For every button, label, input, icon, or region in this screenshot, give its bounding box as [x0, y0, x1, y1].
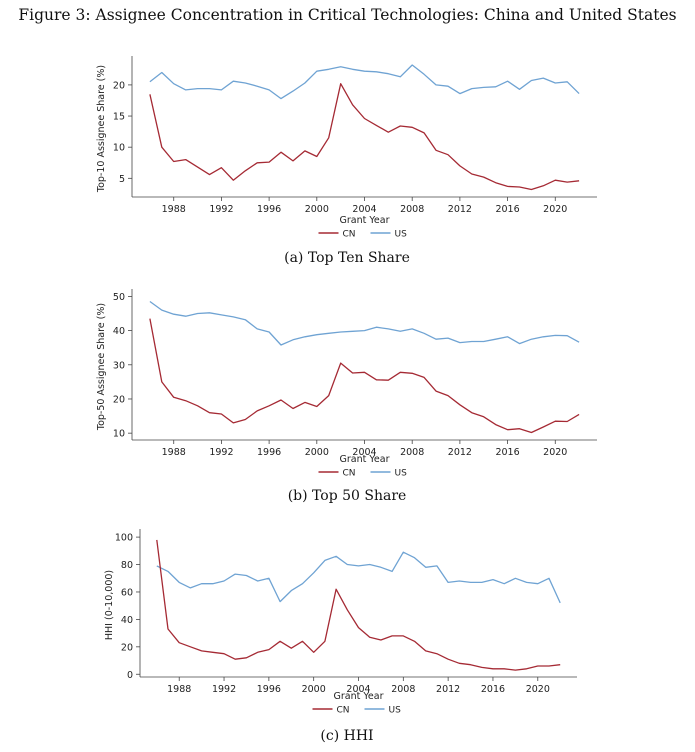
- y-tick-label: 15: [113, 112, 125, 123]
- x-tick-label: 1992: [209, 204, 233, 215]
- y-tick-label: 50: [113, 292, 125, 303]
- y-tick-label: 10: [113, 429, 125, 440]
- legend-label-us: US: [395, 469, 408, 479]
- y-tick-label: 60: [121, 587, 133, 598]
- y-tick-label: 20: [113, 80, 125, 91]
- y-tick-label: 100: [115, 533, 133, 544]
- x-tick-label: 1992: [209, 447, 233, 458]
- x-tick-label: 2004: [346, 684, 370, 695]
- y-tick-label: 5: [119, 174, 125, 185]
- series-line-us: [156, 551, 561, 604]
- y-tick-label: 40: [113, 326, 125, 337]
- figure-title: Figure 3: Assignee Concentration in Crit…: [18, 6, 677, 24]
- x-tick-label: 2020: [543, 204, 567, 215]
- x-tick-label: 2000: [305, 447, 329, 458]
- x-tick-label: 2004: [352, 447, 376, 458]
- x-tick-label: 2000: [305, 204, 329, 215]
- y-tick-label: 10: [113, 143, 125, 154]
- legend: CN US: [318, 230, 408, 240]
- x-tick-label: 2016: [495, 447, 519, 458]
- x-tick-label: 2020: [526, 684, 550, 695]
- legend: CN US: [312, 706, 402, 716]
- panel-caption: (b) Top 50 Share: [288, 488, 407, 504]
- legend-label-cn: CN: [343, 469, 356, 479]
- x-tick-label: 2000: [302, 684, 326, 695]
- x-tick-label: 1992: [212, 684, 236, 695]
- x-tick-label: 2008: [391, 684, 415, 695]
- x-tick-label: 1988: [162, 204, 186, 215]
- y-tick-label: 30: [113, 360, 125, 371]
- legend-label-cn: CN: [337, 706, 350, 716]
- legend-label-cn: CN: [343, 230, 356, 240]
- y-axis-label: Top-50 Assignee Share (%): [96, 303, 107, 431]
- x-tick-label: 1988: [167, 684, 191, 695]
- x-tick-label: 2012: [436, 684, 460, 695]
- y-tick-label: 40: [121, 615, 133, 626]
- x-axis-label: Grant Year: [334, 691, 384, 702]
- series-line-cn: [149, 83, 580, 191]
- y-tick-label: 20: [113, 394, 125, 405]
- panel-caption: (c) HHI: [320, 728, 373, 744]
- series-line-cn: [156, 539, 561, 671]
- x-tick-label: 1996: [257, 204, 281, 215]
- y-tick-label: 0: [127, 670, 133, 681]
- series-line-us: [149, 64, 580, 100]
- y-tick-label: 80: [121, 560, 133, 571]
- x-tick-label: 2008: [400, 447, 424, 458]
- x-tick-label: 2012: [448, 204, 472, 215]
- x-tick-label: 2004: [352, 204, 376, 215]
- legend: CN US: [318, 469, 408, 479]
- x-tick-label: 1996: [257, 447, 281, 458]
- y-axis-label: Top-10 Assignee Share (%): [96, 65, 107, 193]
- x-axis-label: Grant Year: [340, 454, 390, 465]
- series-line-us: [149, 300, 580, 346]
- x-axis-label: Grant Year: [340, 215, 390, 226]
- x-tick-label: 2016: [495, 204, 519, 215]
- x-tick-label: 2016: [481, 684, 505, 695]
- chart-panel: 5 10 15 20 1988 1992 1996 2000 2004 2008 2012 2016 2…: [96, 56, 597, 266]
- x-tick-label: 1988: [162, 447, 186, 458]
- series-line-cn: [149, 318, 580, 434]
- y-axis-label: HHI (0-10,000): [104, 570, 115, 640]
- x-tick-label: 2008: [400, 204, 424, 215]
- chart-panel: 0 20 40 60 80 100 1988 1992 1996 2000 2004 2008 2012…: [104, 529, 577, 744]
- panel-caption: (a) Top Ten Share: [284, 250, 410, 266]
- y-tick-label: 20: [121, 642, 133, 653]
- chart-panel: 10 20 30 40 50 1988 1992 1996 2000 2004 2008 2012 20…: [96, 289, 597, 504]
- legend-label-us: US: [395, 230, 408, 240]
- x-tick-label: 2012: [448, 447, 472, 458]
- legend-label-us: US: [389, 706, 402, 716]
- x-tick-label: 2020: [543, 447, 567, 458]
- x-tick-label: 1996: [257, 684, 281, 695]
